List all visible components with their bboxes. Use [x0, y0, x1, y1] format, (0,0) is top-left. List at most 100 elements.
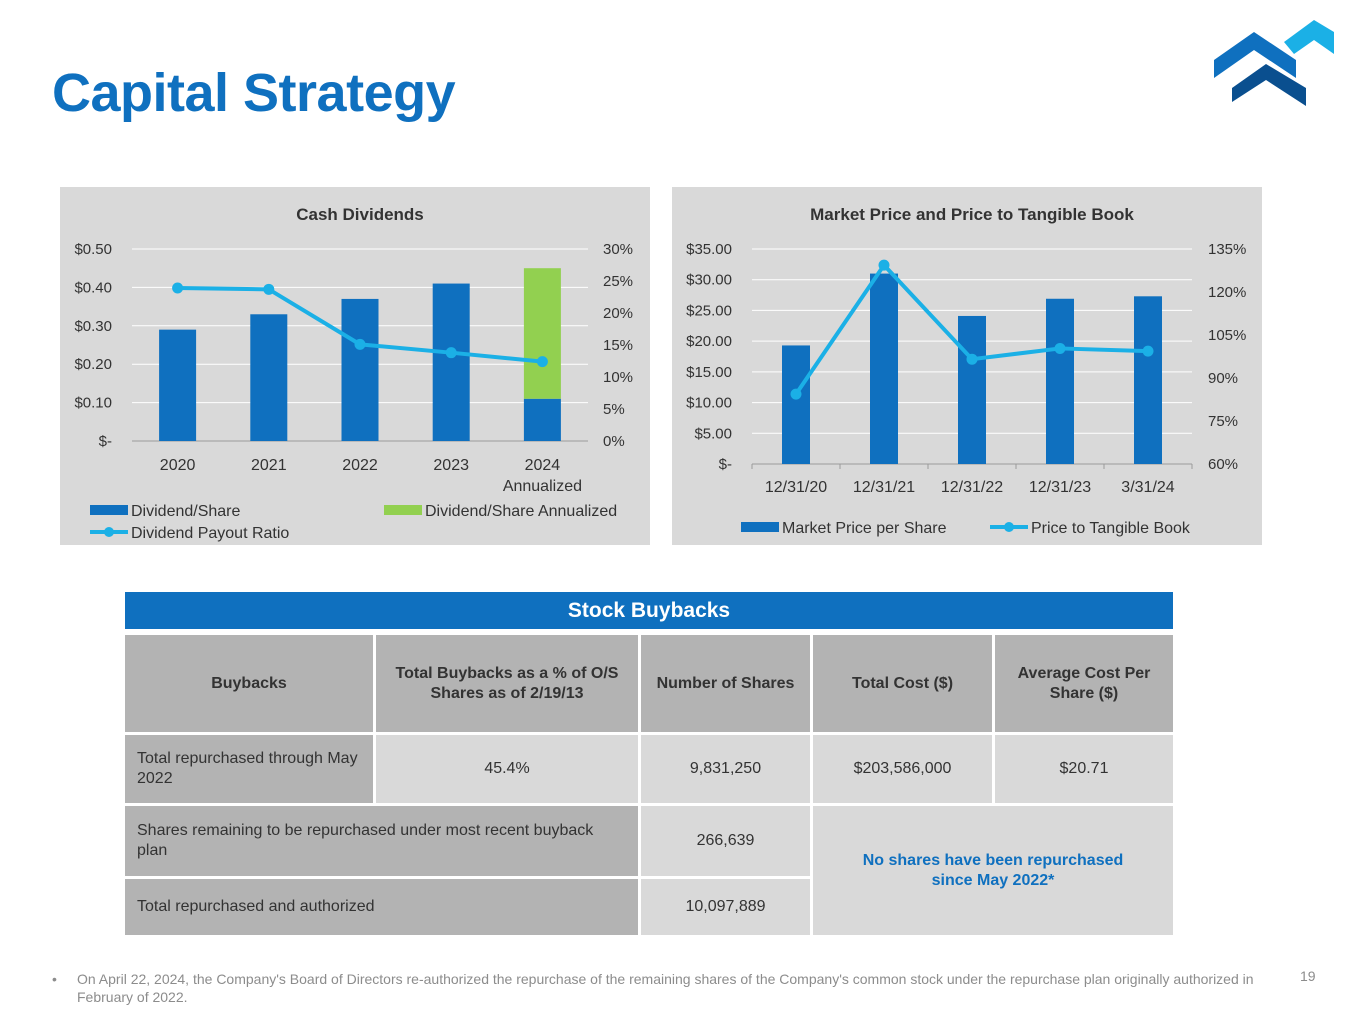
row-shares-remaining-label: Shares remaining to be repurchased under…	[125, 806, 638, 876]
row-total-repurchased-avg: $20.71	[995, 735, 1173, 803]
right-axis-tick-label: 120%	[1208, 284, 1246, 301]
logo-shape-light	[1284, 20, 1334, 54]
left-axis-tick-label: $0.50	[74, 241, 112, 258]
row-total-authorized-shares: 10,097,889	[641, 879, 810, 935]
x-axis-tick-label: 2021	[251, 457, 287, 474]
cash-dividends-chart: Cash Dividends $- $0.10 $0.20 $0.30 $0.40 $0.5…	[60, 187, 650, 545]
bar-market-price-per-share-12-31-22	[958, 315, 986, 464]
left-axis-tick-label: $0.20	[74, 356, 112, 373]
legend-label-dividend-payout-ratio: Dividend Payout Ratio	[131, 525, 289, 542]
header-total-cost: Total Cost ($)	[813, 635, 992, 732]
legend-label-price-to-tangible-book: Price to Tangible Book	[1031, 520, 1191, 537]
legend-swatch-market-price-per-share	[741, 522, 779, 532]
right-axis-tick-label: 60%	[1208, 456, 1238, 473]
right-axis-tick-label: 20%	[603, 305, 633, 322]
bar-dividend-share-2020	[159, 329, 197, 441]
right-axis-tick-label: 15%	[603, 337, 633, 354]
x-axis-tick-label: 3/31/24	[1121, 479, 1174, 496]
row-total-repurchased-pct: 45.4%	[376, 735, 638, 803]
row-total-repurchased-label: Total repurchased through May 2022	[125, 735, 373, 803]
chart-title: Cash Dividends	[296, 205, 424, 224]
chart-title: Market Price and Price to Tangible Book	[810, 205, 1134, 224]
right-axis-tick-label: 0%	[603, 433, 625, 450]
left-axis-tick-label: $35.00	[686, 241, 732, 258]
right-axis-tick-label: 90%	[1208, 370, 1238, 387]
left-axis-tick-label: $25.00	[686, 302, 732, 319]
x-axis-tick-label: 2022	[342, 457, 378, 474]
row-shares-remaining-shares: 266,639	[641, 806, 810, 876]
point-price-to-tangible-book-12-31-23	[1054, 342, 1066, 354]
bar-dividend-share-2022	[341, 298, 379, 441]
page-number: 19	[1300, 968, 1316, 984]
bar-market-price-per-share-3-31-24	[1134, 296, 1162, 464]
bar-market-price-per-share-12-31-20	[782, 345, 810, 464]
header-buybacks: Buybacks	[125, 635, 373, 732]
page-title: Capital Strategy	[52, 63, 456, 123]
legend-swatch-dividend-share	[90, 505, 128, 515]
left-axis-tick-label: $20.00	[686, 333, 732, 350]
legend-swatch-dividend-share-annualized	[384, 505, 422, 515]
right-axis-tick-label: 25%	[603, 273, 633, 290]
x-axis-tick-sublabel: Annualized	[503, 478, 582, 495]
row-total-repurchased-shares: 9,831,250	[641, 735, 810, 803]
cash-dividends-svg: Cash Dividends $- $0.10 $0.20 $0.30 $0.40 $0.5…	[74, 205, 633, 542]
right-axis-tick-label: 10%	[603, 369, 633, 386]
legend-label-dividend-share: Dividend/Share	[131, 503, 241, 520]
right-axis-tick-label: 135%	[1208, 241, 1246, 258]
bar-dividend-share-annualized-2024	[523, 268, 561, 399]
header-pct-os-shares: Total Buybacks as a % of O/S Shares as o…	[376, 635, 638, 732]
x-axis-tick-label: 2023	[433, 457, 469, 474]
bar-market-price-per-share-12-31-23	[1046, 298, 1074, 464]
header-number-of-shares: Number of Shares	[641, 635, 810, 732]
x-axis-tick-label: 12/31/21	[853, 479, 915, 496]
point-price-to-tangible-book-12-31-20	[790, 388, 802, 400]
footnote-bullet: •	[52, 971, 57, 987]
left-axis-tick-label: $5.00	[694, 425, 732, 442]
row-total-authorized-label: Total repurchased and authorized	[125, 879, 638, 935]
header-average-cost: Average Cost Per Share ($)	[995, 635, 1173, 732]
company-logo	[1214, 20, 1334, 106]
left-axis-tick-label: $-	[99, 433, 112, 450]
right-axis-tick-label: 30%	[603, 241, 633, 258]
x-axis-tick-label: 12/31/22	[941, 479, 1003, 496]
bar-dividend-share-2023	[432, 283, 470, 441]
left-axis-tick-label: $0.40	[74, 279, 112, 296]
x-axis-tick-label: 2024	[525, 457, 561, 474]
point-dividend-payout-ratio-2021	[263, 283, 275, 295]
point-dividend-payout-ratio-2024	[536, 356, 548, 368]
logo-shape-mid	[1214, 32, 1296, 78]
stock-buybacks-title: Stock Buybacks	[125, 592, 1173, 629]
market-price-svg: Market Price and Price to Tangible Book $…	[686, 205, 1246, 537]
point-dividend-payout-ratio-2020	[172, 282, 184, 294]
point-price-to-tangible-book-12-31-21	[878, 259, 890, 271]
left-axis-tick-label: $30.00	[686, 272, 732, 289]
point-price-to-tangible-book-12-31-22	[966, 353, 978, 365]
row-total-repurchased-cost: $203,586,000	[813, 735, 992, 803]
x-axis-tick-label: 12/31/23	[1029, 479, 1091, 496]
right-axis-tick-label: 105%	[1208, 327, 1246, 344]
left-axis-tick-label: $0.30	[74, 318, 112, 335]
right-axis-tick-label: 75%	[1208, 413, 1238, 430]
legend-marker-dividend-payout-ratio	[104, 527, 114, 537]
point-dividend-payout-ratio-2023	[445, 347, 457, 359]
bar-dividend-share-2021	[250, 314, 288, 441]
left-axis-tick-label: $0.10	[74, 395, 112, 412]
left-axis-tick-label: $-	[719, 456, 732, 473]
x-axis-tick-label: 2020	[160, 457, 196, 474]
market-price-chart: Market Price and Price to Tangible Book $…	[672, 187, 1262, 545]
right-axis-tick-label: 5%	[603, 401, 625, 418]
legend-label-market-price-per-share: Market Price per Share	[782, 520, 947, 537]
logo-shape-dark	[1232, 64, 1306, 106]
left-axis-tick-label: $15.00	[686, 364, 732, 381]
point-dividend-payout-ratio-2022	[354, 338, 366, 350]
point-price-to-tangible-book-3-31-24	[1142, 345, 1154, 357]
x-axis-tick-label: 12/31/20	[765, 479, 827, 496]
bar-market-price-per-share-12-31-21	[870, 273, 898, 464]
bar-dividend-share-2024	[523, 398, 561, 441]
legend-label-dividend-share-annualized: Dividend/Share Annualized	[425, 503, 617, 520]
no-repurchase-note: No shares have been repurchased since Ma…	[813, 806, 1173, 935]
left-axis-tick-label: $10.00	[686, 395, 732, 412]
footnote-text: On April 22, 2024, the Company's Board o…	[77, 971, 1254, 1005]
footnote: • On April 22, 2024, the Company's Board…	[52, 970, 1277, 1006]
legend-marker-price-to-tangible-book	[1004, 522, 1014, 532]
